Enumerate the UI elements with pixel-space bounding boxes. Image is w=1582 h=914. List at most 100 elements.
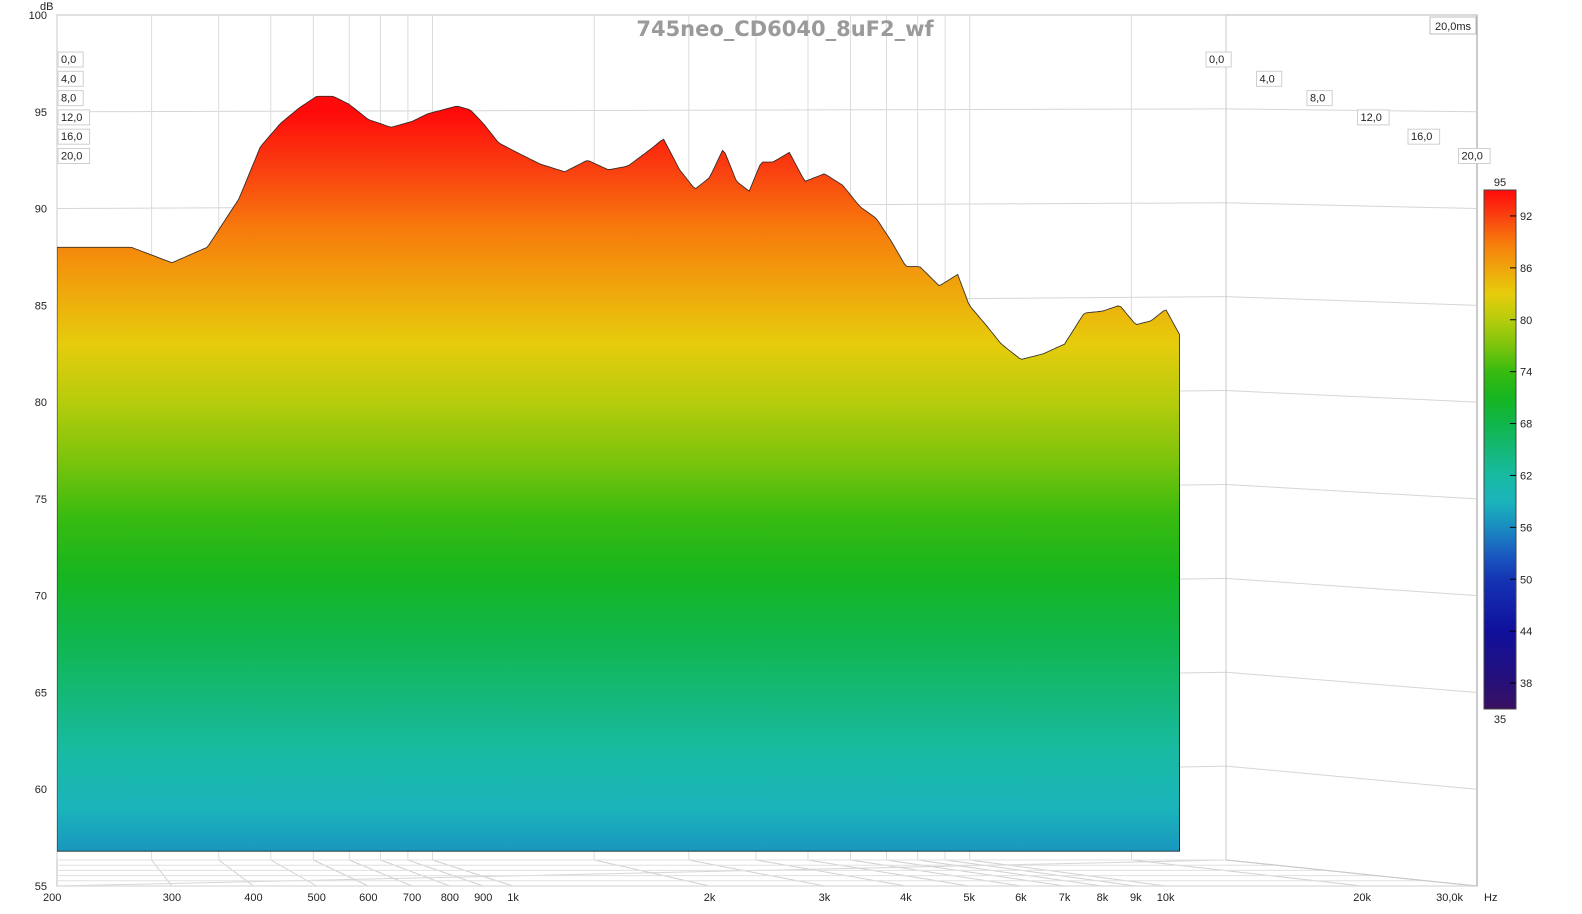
time-tick-label: 16,0	[1411, 131, 1432, 143]
time-tick-label: 8,0	[1310, 93, 1325, 105]
grid-line-x-floor	[380, 859, 451, 887]
grid-line-x-floor	[755, 859, 907, 887]
grid-line-x-floor	[594, 859, 710, 887]
time-tick-label: 8,0	[61, 93, 76, 105]
x-tick-label: 300	[163, 892, 181, 904]
x-tick-label: 9k	[1130, 892, 1142, 904]
time-tick-left: 16,0	[57, 128, 91, 145]
grid-line-x-floor	[1131, 859, 1363, 887]
colorbar-tick-label: 44	[1520, 626, 1532, 638]
x-tick-label: 20k	[1353, 892, 1371, 904]
grid-line-y-depth	[1225, 296, 1478, 306]
y-tick-label: 70	[35, 591, 47, 603]
grid-line-x-floor	[432, 859, 514, 887]
x-axis: 200 300 400 500 600 700 800 900 1k 2k 3k 4k 5k 6k 7k 8k…	[43, 892, 1497, 904]
colorbar-tick-label: 92	[1520, 211, 1532, 223]
y-tick-label: 65	[35, 687, 47, 699]
x-axis-unit: Hz	[1484, 892, 1497, 904]
x-tick-label: 900	[474, 892, 492, 904]
time-tick-label: 0,0	[1209, 54, 1224, 66]
colorbar-tick-label: 86	[1520, 263, 1532, 275]
grid-line-x-floor	[270, 859, 317, 887]
time-tick-box	[57, 51, 84, 68]
grid-line-x-floor	[945, 859, 1136, 887]
time-axis: 0,0 0,0 4,0 4,0 8,0 8,0 12,0 12,0 16,0 16,0 20,0 20…	[57, 51, 1491, 164]
x-tick-label: 2k	[704, 892, 716, 904]
time-tick-box	[1256, 70, 1283, 87]
y-tick-label: 95	[35, 107, 47, 119]
x-tick-label: 600	[359, 892, 377, 904]
time-tick-box	[1458, 148, 1491, 164]
time-tick-box	[57, 128, 91, 145]
colorbar-tick-label: 80	[1520, 315, 1532, 327]
time-tick-label: 12,0	[1361, 112, 1382, 124]
time-tick-left: 0,0	[57, 51, 84, 68]
y-tick-label: 80	[35, 397, 47, 409]
time-tick-left: 20,0	[57, 148, 91, 164]
x-tick-label: 700	[403, 892, 421, 904]
grid-line-x-floor	[688, 859, 825, 887]
grid-line-x-floor	[313, 859, 369, 887]
time-tick-label: 16,0	[61, 131, 82, 143]
colorbar-scale	[1483, 189, 1517, 710]
colorbar-tick-label: 74	[1520, 367, 1532, 379]
time-tick-box	[57, 90, 84, 107]
colorbar-tick-label: 50	[1520, 574, 1532, 586]
time-tick-label: 0,0	[61, 54, 76, 66]
colorbar-tick-label: 38	[1520, 678, 1532, 690]
grid-line-x-floor	[807, 859, 970, 887]
grid-line-y-depth	[1225, 202, 1478, 210]
x-tick-label: 400	[244, 892, 262, 904]
x-tick-label: 1k	[507, 892, 519, 904]
x-tick-label: 500	[307, 892, 325, 904]
waterfall-slice	[57, 95, 1180, 852]
time-tick-box	[57, 148, 91, 164]
x-tick-label: 5k	[963, 892, 975, 904]
time-tick-left: 12,0	[57, 109, 91, 126]
time-tick-right: 12,0	[1357, 109, 1390, 126]
time-tick-box	[1306, 90, 1333, 107]
grid-line-y-depth	[1225, 671, 1478, 693]
time-tick-left: 8,0	[57, 90, 84, 107]
y-tick-label: 85	[35, 300, 47, 312]
waterfall-surface	[57, 95, 1180, 852]
time-tick-label: 4,0	[1260, 73, 1275, 85]
axes: 0,0 0,0 4,0 4,0 8,0 8,0 12,0 12,0 16,0 16,0 20,0 20…	[29, 1, 1498, 904]
chart-title: 745neo_CD6040_8uF2_wf	[636, 17, 934, 41]
time-tick-box	[57, 70, 84, 87]
x-tick-label: 4k	[900, 892, 912, 904]
y-tick-label: 75	[35, 494, 47, 506]
grid-line-x-floor	[969, 859, 1166, 887]
x-tick-label: 200	[43, 892, 61, 904]
colorbar-tick-label: 62	[1520, 470, 1532, 482]
grid-line-y-depth	[1225, 390, 1478, 403]
time-tick-right: 8,0	[1306, 90, 1333, 107]
time-tick-right: 4,0	[1256, 70, 1283, 87]
y-tick-label: 100	[29, 10, 47, 22]
colorbar-tick-label: 68	[1520, 419, 1532, 431]
x-tick-label: 3k	[819, 892, 831, 904]
time-tick-left: 4,0	[57, 70, 84, 87]
grid-line-x-floor	[886, 859, 1065, 887]
grid-line-y-depth	[1225, 577, 1478, 597]
grid-line-x-floor	[850, 859, 1021, 887]
colorbar: 95 92 86 80 74 68 62 56 50 44 38 35	[1483, 177, 1532, 726]
time-label-box: 20,0ms	[1429, 16, 1477, 35]
time-tick-label: 4,0	[61, 73, 76, 85]
time-tick-right: 0,0	[1205, 51, 1232, 68]
time-tick-label: 20,0	[61, 151, 82, 163]
grid-line-x-floor	[151, 859, 173, 887]
grid-line-x-floor	[917, 859, 1103, 887]
y-axis-label: dB	[40, 1, 53, 13]
y-tick-label: 90	[35, 204, 47, 216]
y-axis: dB 55 60 65 70 75 80 85 90 95 100	[29, 1, 54, 893]
x-tick-label: 8k	[1097, 892, 1109, 904]
grid-line-x-floor	[218, 859, 254, 887]
time-tick-box	[1205, 51, 1232, 68]
y-tick-label: 55	[35, 881, 47, 893]
x-tick-label: 10k	[1157, 892, 1175, 904]
time-tick-box	[1357, 109, 1390, 126]
x-tick-label: 800	[441, 892, 459, 904]
time-tick-box	[1407, 128, 1441, 145]
grid-line-y-depth	[1225, 765, 1478, 790]
